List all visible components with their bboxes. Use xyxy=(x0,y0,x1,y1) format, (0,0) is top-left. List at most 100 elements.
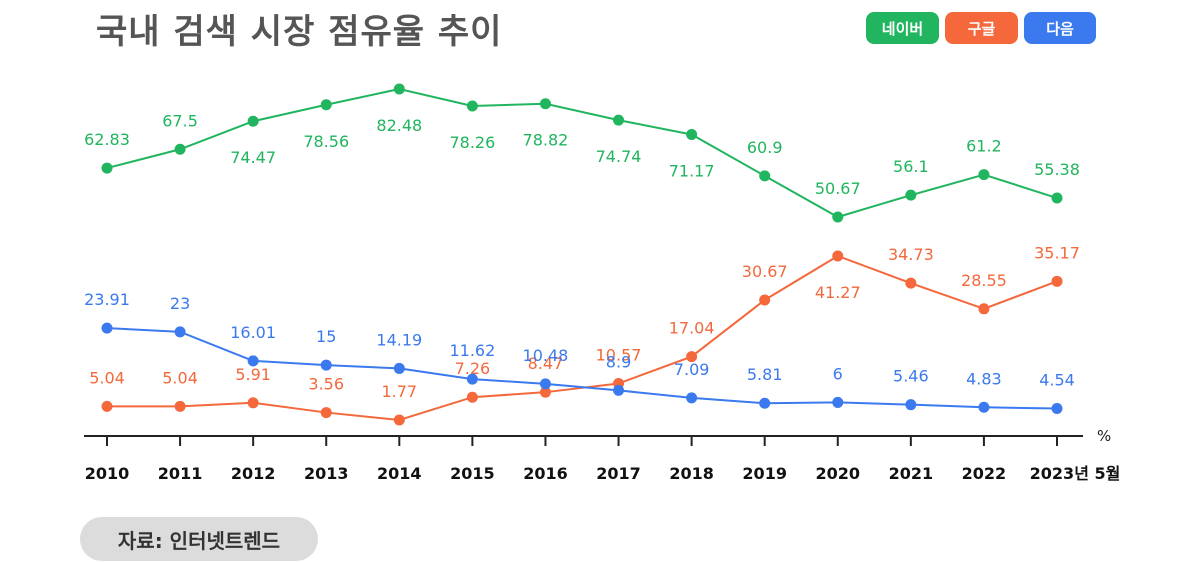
data-point xyxy=(320,407,332,419)
data-label: 74.74 xyxy=(596,147,642,166)
axis-unit-label: % xyxy=(1097,427,1111,445)
data-label: 71.17 xyxy=(669,162,715,181)
data-label: 7.26 xyxy=(455,359,491,378)
data-label: 56.1 xyxy=(893,157,929,176)
data-label: 5.04 xyxy=(162,368,198,387)
data-point xyxy=(320,359,332,371)
x-tick-label: 2020 xyxy=(816,464,861,483)
x-tick-label: 2019 xyxy=(742,464,787,483)
data-point xyxy=(978,169,990,181)
data-point xyxy=(759,397,771,409)
legend-naver: 네이버 xyxy=(866,12,939,44)
data-point xyxy=(320,99,332,111)
data-point xyxy=(905,189,917,201)
legend: 네이버 구글 다음 xyxy=(866,12,1096,44)
source-label: 자료: 인터넷트렌드 xyxy=(80,517,318,561)
data-point xyxy=(832,250,844,262)
data-label: 7.09 xyxy=(674,360,710,379)
data-label: 3.56 xyxy=(308,375,344,394)
data-label: 78.26 xyxy=(449,133,495,152)
data-point xyxy=(247,355,259,367)
data-point xyxy=(466,373,478,385)
legend-google: 구글 xyxy=(945,12,1018,44)
data-label: 10.48 xyxy=(523,346,569,365)
data-label: 1.77 xyxy=(381,382,417,401)
data-point xyxy=(101,400,113,412)
data-point xyxy=(1051,275,1063,287)
data-point xyxy=(174,143,186,155)
data-label: 8.47 xyxy=(528,354,564,373)
data-label: 50.67 xyxy=(815,179,861,198)
data-label: 4.54 xyxy=(1039,370,1075,389)
data-point xyxy=(393,414,405,426)
x-tick-label: 2021 xyxy=(889,464,934,483)
data-point xyxy=(832,396,844,408)
data-label: 67.5 xyxy=(162,111,198,130)
chart-title: 국내 검색 시장 점유율 추이 xyxy=(96,12,503,52)
data-point xyxy=(174,400,186,412)
data-point xyxy=(905,277,917,289)
data-point xyxy=(686,129,698,141)
x-tick-label: 2011 xyxy=(158,464,203,483)
data-label: 10.57 xyxy=(596,345,642,364)
data-label: 5.46 xyxy=(893,367,929,386)
data-label: 5.04 xyxy=(89,368,125,387)
data-point xyxy=(247,115,259,127)
legend-daum: 다음 xyxy=(1024,12,1096,44)
data-label: 15 xyxy=(316,327,336,346)
data-point xyxy=(539,386,551,398)
data-label: 8.9 xyxy=(606,352,631,371)
series-line-0 xyxy=(106,87,1058,219)
data-label: 30.67 xyxy=(742,262,788,281)
data-point xyxy=(466,100,478,112)
data-label: 5.91 xyxy=(235,365,271,384)
data-point xyxy=(174,326,186,338)
series-line-2 xyxy=(106,327,1058,410)
data-point xyxy=(759,170,771,182)
data-point xyxy=(978,303,990,315)
data-label: 5.81 xyxy=(747,365,783,384)
data-point xyxy=(539,98,551,110)
x-tick-label: 2014 xyxy=(377,464,422,483)
data-label: 74.47 xyxy=(230,148,276,167)
data-point xyxy=(393,362,405,374)
x-tick-label: 2016 xyxy=(523,464,568,483)
data-point xyxy=(539,378,551,390)
data-point xyxy=(978,401,990,413)
data-label: 28.55 xyxy=(961,271,1007,290)
x-tick-label: 2017 xyxy=(596,464,641,483)
data-point xyxy=(686,351,698,363)
x-tick-label: 2010 xyxy=(85,464,130,483)
x-tick-label: 2013 xyxy=(304,464,349,483)
data-point xyxy=(393,83,405,95)
x-tick-label: 2022 xyxy=(962,464,1007,483)
data-label: 55.38 xyxy=(1034,160,1080,179)
data-point xyxy=(247,397,259,409)
data-label: 78.56 xyxy=(303,132,349,151)
data-point xyxy=(832,211,844,223)
data-label: 11.62 xyxy=(449,341,495,360)
data-point xyxy=(686,392,698,404)
x-tick-label: 2018 xyxy=(669,464,714,483)
data-label: 62.83 xyxy=(84,130,130,149)
data-label: 61.2 xyxy=(966,137,1002,156)
data-label: 34.73 xyxy=(888,245,934,264)
data-point xyxy=(101,162,113,174)
data-label: 78.82 xyxy=(523,131,569,150)
data-label: 82.48 xyxy=(376,116,422,135)
data-point xyxy=(905,399,917,411)
data-label: 23.91 xyxy=(84,290,130,309)
data-point xyxy=(1051,402,1063,414)
data-label: 35.17 xyxy=(1034,243,1080,262)
data-label: 17.04 xyxy=(669,319,715,338)
data-point xyxy=(101,322,113,334)
data-point xyxy=(613,114,625,126)
data-point xyxy=(759,294,771,306)
data-label: 41.27 xyxy=(815,283,861,302)
data-point xyxy=(466,391,478,403)
data-label: 60.9 xyxy=(747,138,783,157)
data-point xyxy=(613,384,625,396)
x-tick-label: 2015 xyxy=(450,464,495,483)
data-point xyxy=(1051,192,1063,204)
